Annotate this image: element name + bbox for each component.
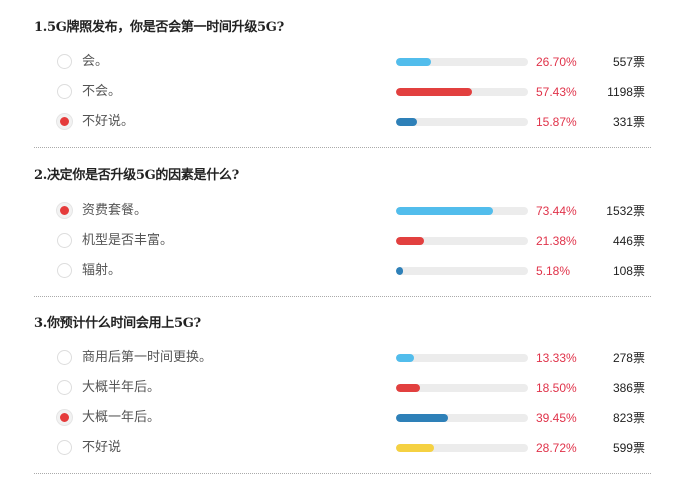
radio-button[interactable] xyxy=(57,203,72,218)
question-title: 3.你预计什么时间会用上5G? xyxy=(34,316,201,331)
result-bar xyxy=(396,207,528,215)
option-label: 辐射。 xyxy=(82,263,122,278)
option-row[interactable]: 大概半年后。 18.50% 386票 xyxy=(34,378,651,398)
radio-button[interactable] xyxy=(57,54,72,69)
result-bar xyxy=(396,267,528,275)
result-bar xyxy=(396,354,528,362)
radio-button[interactable] xyxy=(57,350,72,365)
option-row[interactable]: 不会。 57.43% 1198票 xyxy=(34,82,651,102)
result-bar-fill xyxy=(396,58,432,66)
option-votes: 599票 xyxy=(613,438,645,458)
option-label: 会。 xyxy=(82,54,109,69)
question-1: 1.5G牌照发布，你是否会第一时间升级5G? 会。 26.70% 557票 不会… xyxy=(34,18,651,129)
option-votes: 1532票 xyxy=(606,201,645,221)
vote-count: 823 xyxy=(612,411,633,425)
vote-count: 386 xyxy=(612,381,633,395)
vote-unit: 票 xyxy=(632,55,645,69)
vote-unit: 票 xyxy=(632,264,645,278)
question-title: 2.决定你是否升级5G的因素是什么? xyxy=(34,168,239,183)
option-votes: 557票 xyxy=(613,52,645,72)
option-votes: 823票 xyxy=(613,408,645,428)
option-percent: 39.45% xyxy=(536,411,577,425)
vote-count: 446 xyxy=(612,234,633,248)
vote-unit: 票 xyxy=(632,411,645,425)
vote-unit: 票 xyxy=(632,441,645,455)
option-percent: 15.87% xyxy=(536,115,577,129)
radio-button[interactable] xyxy=(57,380,72,395)
radio-button[interactable] xyxy=(57,440,72,455)
result-bar-fill xyxy=(396,267,403,275)
result-bar-fill xyxy=(396,207,493,215)
radio-button[interactable] xyxy=(57,84,72,99)
option-label: 资费套餐。 xyxy=(82,203,148,218)
vote-unit: 票 xyxy=(632,115,645,129)
option-votes: 108票 xyxy=(613,261,645,281)
result-bar xyxy=(396,237,528,245)
option-percent: 28.72% xyxy=(536,441,577,455)
result-bar-fill xyxy=(396,354,414,362)
option-label: 不会。 xyxy=(82,84,122,99)
vote-count: 1198 xyxy=(607,85,633,99)
vote-unit: 票 xyxy=(632,234,645,248)
vote-unit: 票 xyxy=(632,85,645,99)
result-bar xyxy=(396,444,528,452)
result-bar-fill xyxy=(396,384,421,392)
option-percent: 57.43% xyxy=(536,85,577,99)
option-votes: 331票 xyxy=(613,112,645,132)
result-bar xyxy=(396,118,528,126)
option-label: 商用后第一时间更换。 xyxy=(82,350,213,365)
question-2: 2.决定你是否升级5G的因素是什么? 资费套餐。 73.44% 1532票 机型… xyxy=(34,166,651,278)
result-bar xyxy=(396,88,528,96)
vote-count: 599 xyxy=(612,441,633,455)
option-label: 机型是否丰富。 xyxy=(82,233,174,248)
question-title: 1.5G牌照发布，你是否会第一时间升级5G? xyxy=(34,20,284,35)
option-label: 大概一年后。 xyxy=(82,410,161,425)
option-percent: 73.44% xyxy=(536,204,577,218)
option-row[interactable]: 不好说 28.72% 599票 xyxy=(34,438,651,458)
option-row[interactable]: 不好说。 15.87% 331票 xyxy=(34,112,651,132)
vote-unit: 票 xyxy=(632,351,645,365)
result-bar-fill xyxy=(396,414,449,422)
vote-count: 108 xyxy=(612,264,633,278)
option-votes: 1198票 xyxy=(607,82,645,102)
option-row[interactable]: 大概一年后。 39.45% 823票 xyxy=(34,408,651,428)
radio-button[interactable] xyxy=(57,114,72,129)
option-row[interactable]: 辐射。 5.18% 108票 xyxy=(34,261,651,281)
vote-count: 278 xyxy=(612,351,633,365)
option-percent: 26.70% xyxy=(536,55,577,69)
vote-count: 331 xyxy=(612,115,633,129)
option-votes: 278票 xyxy=(613,348,645,368)
result-bar-fill xyxy=(396,444,434,452)
result-bar-fill xyxy=(396,88,472,96)
option-row[interactable]: 会。 26.70% 557票 xyxy=(34,52,651,72)
vote-count: 1532 xyxy=(606,204,633,218)
radio-button[interactable] xyxy=(57,233,72,248)
option-row[interactable]: 机型是否丰富。 21.38% 446票 xyxy=(34,231,651,251)
result-bar-fill xyxy=(396,118,417,126)
option-label: 不好说 xyxy=(82,440,122,455)
radio-button[interactable] xyxy=(57,263,72,278)
divider xyxy=(34,147,651,148)
result-bar-fill xyxy=(396,237,425,245)
option-votes: 386票 xyxy=(613,378,645,398)
divider xyxy=(34,296,651,297)
option-percent: 18.50% xyxy=(536,381,577,395)
option-label: 不好说。 xyxy=(82,114,135,129)
option-row[interactable]: 商用后第一时间更换。 13.33% 278票 xyxy=(34,348,651,368)
result-bar xyxy=(396,384,528,392)
vote-unit: 票 xyxy=(632,204,645,218)
vote-count: 557 xyxy=(612,55,633,69)
radio-button[interactable] xyxy=(57,410,72,425)
option-percent: 13.33% xyxy=(536,351,577,365)
option-percent: 5.18% xyxy=(536,264,571,278)
option-label: 大概半年后。 xyxy=(82,380,161,395)
result-bar xyxy=(396,414,528,422)
vote-unit: 票 xyxy=(632,381,645,395)
option-percent: 21.38% xyxy=(536,234,577,248)
option-votes: 446票 xyxy=(613,231,645,251)
question-3: 3.你预计什么时间会用上5G? 商用后第一时间更换。 13.33% 278票 大… xyxy=(34,314,651,455)
result-bar xyxy=(396,58,528,66)
divider xyxy=(34,473,651,474)
option-row[interactable]: 资费套餐。 73.44% 1532票 xyxy=(34,201,651,221)
